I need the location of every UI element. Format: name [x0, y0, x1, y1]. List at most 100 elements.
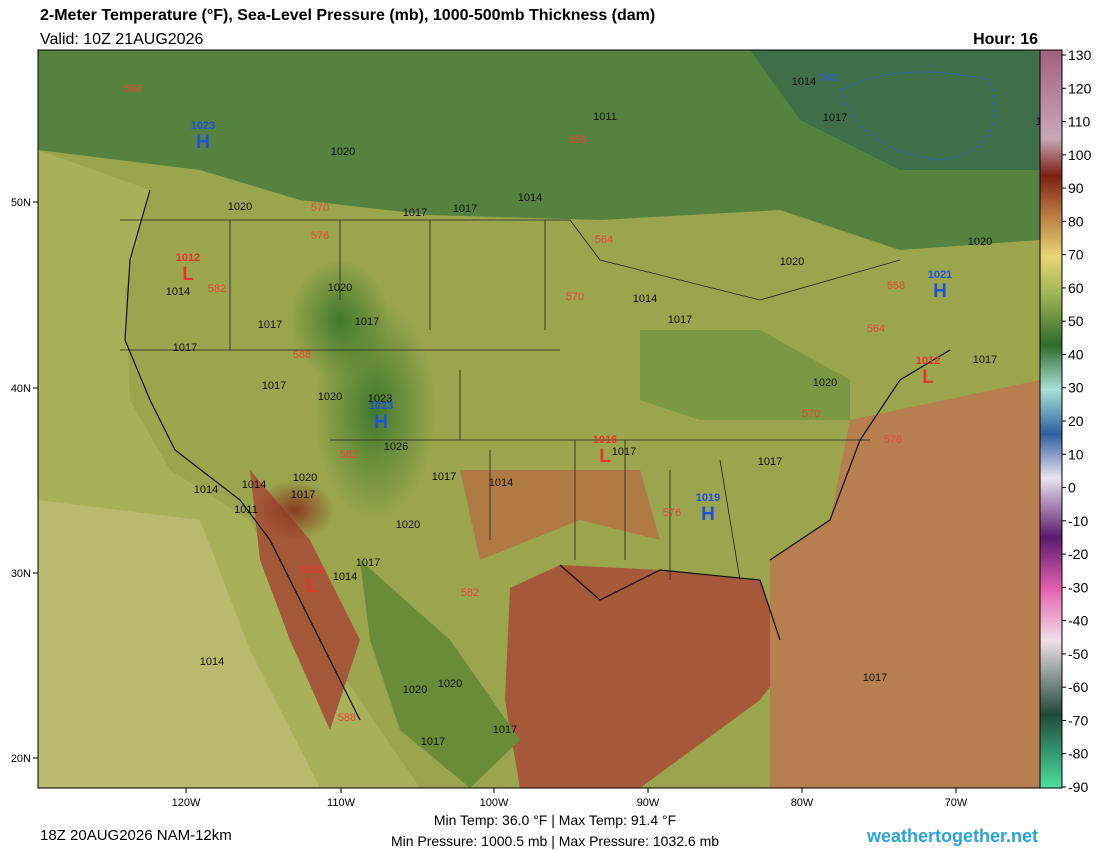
isobar-label: 1020: [331, 146, 355, 158]
thickness-label: 564: [867, 323, 885, 335]
center-value: 1012: [176, 252, 200, 264]
center-letter: H: [933, 281, 947, 302]
isobar-label: 1020: [780, 256, 804, 268]
lat-label: 40N: [11, 383, 31, 395]
isobar-label: 1017: [356, 557, 380, 569]
colorbar-label: -70: [1068, 712, 1088, 728]
isobar-label: 1020: [1036, 116, 1060, 128]
thickness-label: 564: [124, 83, 142, 95]
thickness-label: 570: [311, 202, 329, 214]
isobar-label: 1017: [453, 203, 477, 215]
colorbar-label: -30: [1068, 579, 1088, 595]
gulf-mexico: [505, 565, 790, 788]
thickness-label: 558: [887, 280, 905, 292]
isobar-label: 1020: [438, 678, 462, 690]
center-value: 1010: [300, 564, 324, 576]
center-letter: H: [374, 412, 388, 433]
colorbar-label: -80: [1068, 746, 1088, 762]
lon-label: 120W: [172, 797, 201, 809]
colorbar-label: 20: [1068, 413, 1084, 429]
colorbar-label: 10: [1068, 446, 1084, 462]
isobar-label: 1017: [973, 354, 997, 366]
isobar-label: 1017: [432, 471, 456, 483]
colorbar-label: 40: [1068, 346, 1084, 362]
thickness-540: [839, 71, 995, 161]
desert-heat: [255, 480, 335, 540]
isobar-label: 1017: [173, 342, 197, 354]
lon-label: 80W: [791, 797, 814, 809]
pressure-range: Min Pressure: 1000.5 mb | Max Pressure: …: [391, 833, 719, 849]
isobar-label: 1020: [813, 377, 837, 389]
temp-range: Min Temp: 36.0 °F | Max Temp: 91.4 °F: [434, 812, 676, 828]
isobar-label: 1020: [396, 519, 420, 531]
colorbar-label: 100: [1068, 147, 1092, 163]
isobar-label: 1014: [242, 479, 266, 491]
site-credit: weathertogether.net: [866, 826, 1038, 846]
thickness-label: 564: [595, 234, 613, 246]
thickness-label: 582: [340, 449, 358, 461]
center-letter: L: [599, 446, 611, 467]
thickness-label: 582: [208, 283, 226, 295]
hudson: [750, 50, 1040, 170]
center-value: 1019: [696, 492, 720, 504]
thickness-label: 570: [802, 408, 820, 420]
isobar-label: 1014: [518, 192, 542, 204]
map-labels: 1020 1020 1020 1017 1017 1014 1011 1014 1017 1020…: [124, 72, 1060, 748]
lon-label: 100W: [480, 797, 509, 809]
model-run: 18Z 20AUG2026 NAM-12km: [40, 827, 232, 844]
colorbar-label: 50: [1068, 313, 1084, 329]
colorbar-label: -50: [1068, 646, 1088, 662]
axes: 1301201101009080706050403020100-10-20-30…: [11, 47, 1092, 809]
colorbar-label: 0: [1068, 480, 1076, 496]
colorbar: [1039, 49, 1063, 789]
thickness-label: 540: [820, 72, 838, 84]
isobar-label: 1011: [593, 111, 617, 123]
colorbar-label: -90: [1068, 779, 1088, 795]
map: 1020 1020 1020 1017 1017 1014 1011 1014 1017 1020…: [38, 50, 1060, 788]
isobar-label: 1017: [355, 316, 379, 328]
center-value: 1016: [593, 434, 617, 446]
isobar-label: 1017: [421, 736, 445, 748]
thickness-label: 576: [663, 507, 681, 519]
isobar-label: 1017: [258, 319, 282, 331]
colorbar-label: 60: [1068, 280, 1084, 296]
isobar-label: 1023: [368, 393, 392, 405]
isobar-label: 1017: [863, 672, 887, 684]
isobar-label: 1014: [166, 286, 190, 298]
thickness-label: 558: [569, 134, 587, 146]
center-value: 1023: [191, 120, 215, 132]
thickness-label: 588: [338, 712, 356, 724]
isobar-label: 1020: [293, 472, 317, 484]
state-borders: [120, 219, 901, 581]
center-value: 1021: [928, 269, 952, 281]
isobar-label: 1020: [318, 391, 342, 403]
lat-label: 20N: [11, 753, 31, 765]
isobar-label: 1014: [792, 76, 816, 88]
colorbar-label: 90: [1068, 180, 1084, 196]
forecast-hour: Hour: 16: [973, 31, 1038, 48]
thickness-label: 570: [566, 291, 584, 303]
isobar-label: 1026: [384, 441, 408, 453]
lat-label: 30N: [11, 568, 31, 580]
isobar-label: 1017: [612, 446, 636, 458]
center-letter: H: [196, 132, 210, 153]
texas-south: [460, 470, 660, 560]
colorbar-label: 80: [1068, 213, 1084, 229]
ohio-valley: [640, 330, 850, 420]
colorbar-label: -20: [1068, 546, 1088, 562]
center-value: 1023: [369, 400, 393, 412]
colorbar-label: 30: [1068, 380, 1084, 396]
colorbar-label: 130: [1068, 47, 1092, 63]
title: 2-Meter Temperature (°F), Sea-Level Pres…: [40, 7, 655, 24]
isobar-label: 1017: [823, 112, 847, 124]
center-letter: L: [922, 367, 934, 388]
center-letter: L: [306, 576, 318, 597]
lon-label: 90W: [637, 797, 660, 809]
colorbar-label: -10: [1068, 513, 1088, 529]
isobar-label: 1020: [328, 282, 352, 294]
center-value: 1012: [916, 355, 940, 367]
pacific-south: [38, 500, 320, 788]
isobar-label: 1011: [234, 504, 258, 516]
isobar-label: 1017: [668, 314, 692, 326]
isobar-label: 1017: [758, 456, 782, 468]
